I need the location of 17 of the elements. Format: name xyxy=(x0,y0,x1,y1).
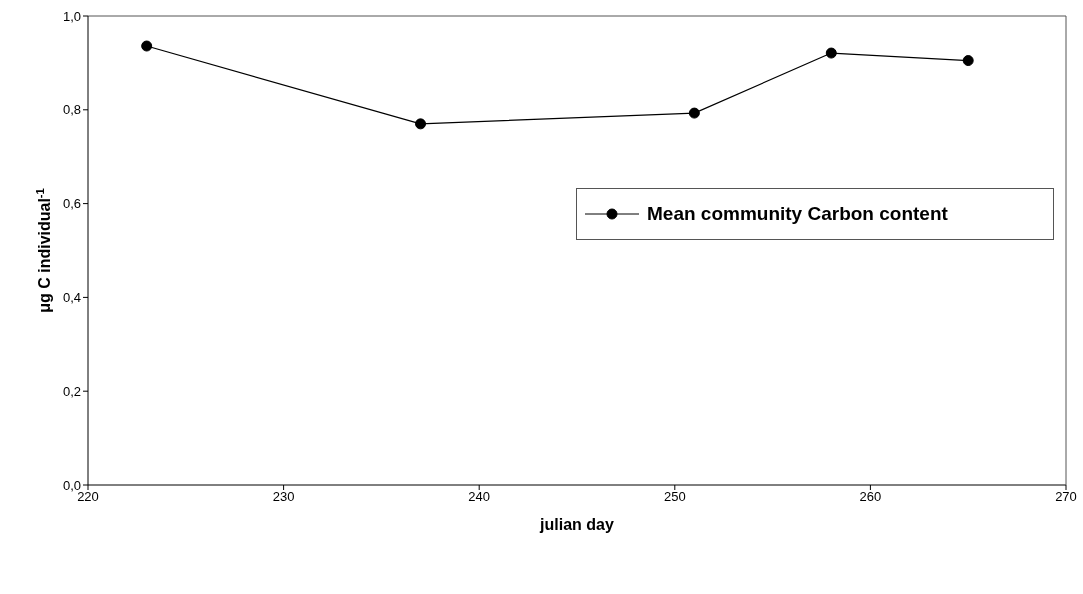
y-tick-label: 0,2 xyxy=(62,383,81,399)
y-tick-label: 0,8 xyxy=(62,102,81,118)
y-tick-label: 0,6 xyxy=(62,196,81,212)
point xyxy=(141,40,153,52)
x-tick-label: 260 xyxy=(859,489,882,505)
point xyxy=(415,118,427,130)
y-tick-label: 1,0 xyxy=(62,8,81,24)
x-tick-label: 240 xyxy=(468,489,491,505)
x-tick-label: 230 xyxy=(272,489,295,505)
legend-label: Mean community Carbon content xyxy=(647,203,948,225)
x-tick-label: 270 xyxy=(1055,489,1077,505)
point xyxy=(962,55,974,67)
x-tick-label: 250 xyxy=(663,489,686,505)
point xyxy=(688,107,700,119)
y-tick-label: 0,4 xyxy=(62,290,81,306)
point xyxy=(825,47,837,59)
x-axis-title: julian day xyxy=(539,516,614,533)
